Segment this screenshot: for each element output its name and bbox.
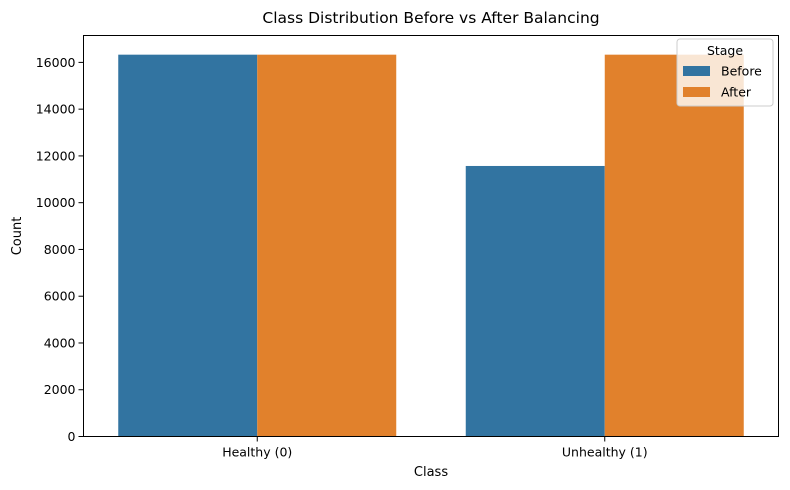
bar-after-0 (257, 54, 397, 437)
legend-label-after: After (721, 85, 752, 100)
y-axis: 0 2000 4000 6000 8000 10000 12000 14000 16000 (36, 55, 84, 444)
x-axis-label: Class (414, 465, 448, 480)
x-tick-label-1: Unhealthy (1) (562, 445, 648, 460)
x-tick-label-0: Healthy (0) (222, 445, 292, 460)
legend-title: Stage (707, 43, 743, 58)
legend-label-before: Before (721, 64, 762, 79)
legend-swatch-before (683, 66, 710, 76)
y-tick-label-7: 14000 (36, 102, 76, 117)
chart-title: Class Distribution Before vs After Balan… (262, 9, 599, 27)
legend: Stage Before After (676, 38, 774, 107)
y-tick-label-8: 16000 (36, 55, 76, 70)
legend-swatch-after (683, 87, 710, 97)
x-axis: Healthy (0) Unhealthy (1) (222, 436, 648, 460)
y-tick-label-0: 0 (68, 429, 76, 444)
y-tick-label-6: 12000 (36, 148, 76, 163)
y-tick-label-3: 6000 (44, 289, 76, 304)
y-axis-label: Count (10, 217, 25, 256)
bars-group (118, 54, 744, 437)
bar-before-0 (118, 54, 258, 437)
bar-before-1 (465, 165, 605, 437)
y-tick-label-4: 8000 (44, 242, 76, 257)
y-tick-label-1: 2000 (44, 382, 76, 397)
y-tick-label-5: 10000 (36, 195, 76, 210)
plot-frame (83, 35, 779, 437)
bar-after-1 (604, 54, 744, 437)
y-tick-label-2: 4000 (44, 335, 76, 350)
